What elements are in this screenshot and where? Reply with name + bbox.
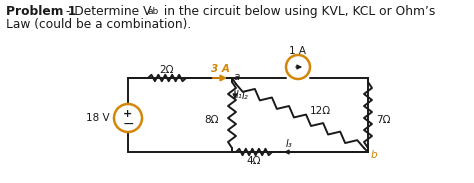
- Text: 4Ω: 4Ω: [247, 156, 261, 166]
- Text: I₁: I₁: [236, 90, 243, 100]
- Text: I₃: I₃: [286, 139, 292, 149]
- Text: +: +: [123, 109, 133, 119]
- Text: 8Ω: 8Ω: [204, 115, 219, 125]
- Text: - Determine V: - Determine V: [62, 5, 151, 18]
- Text: Law (could be a combination).: Law (could be a combination).: [6, 18, 191, 31]
- Text: 12Ω: 12Ω: [310, 106, 331, 116]
- Text: I₂: I₂: [242, 91, 249, 101]
- Text: −: −: [122, 117, 134, 131]
- Text: 7Ω: 7Ω: [376, 115, 391, 125]
- Text: ab: ab: [148, 8, 159, 16]
- Text: 18 V: 18 V: [86, 113, 110, 123]
- Text: Problem 1: Problem 1: [6, 5, 76, 18]
- Text: b: b: [371, 150, 378, 160]
- Text: in the circuit below using KVL, KCL or Ohm’s: in the circuit below using KVL, KCL or O…: [160, 5, 436, 18]
- Text: 2Ω: 2Ω: [160, 65, 174, 75]
- Text: a: a: [234, 72, 240, 82]
- Text: 1 A: 1 A: [290, 46, 307, 56]
- Text: 3 A: 3 A: [210, 64, 229, 74]
